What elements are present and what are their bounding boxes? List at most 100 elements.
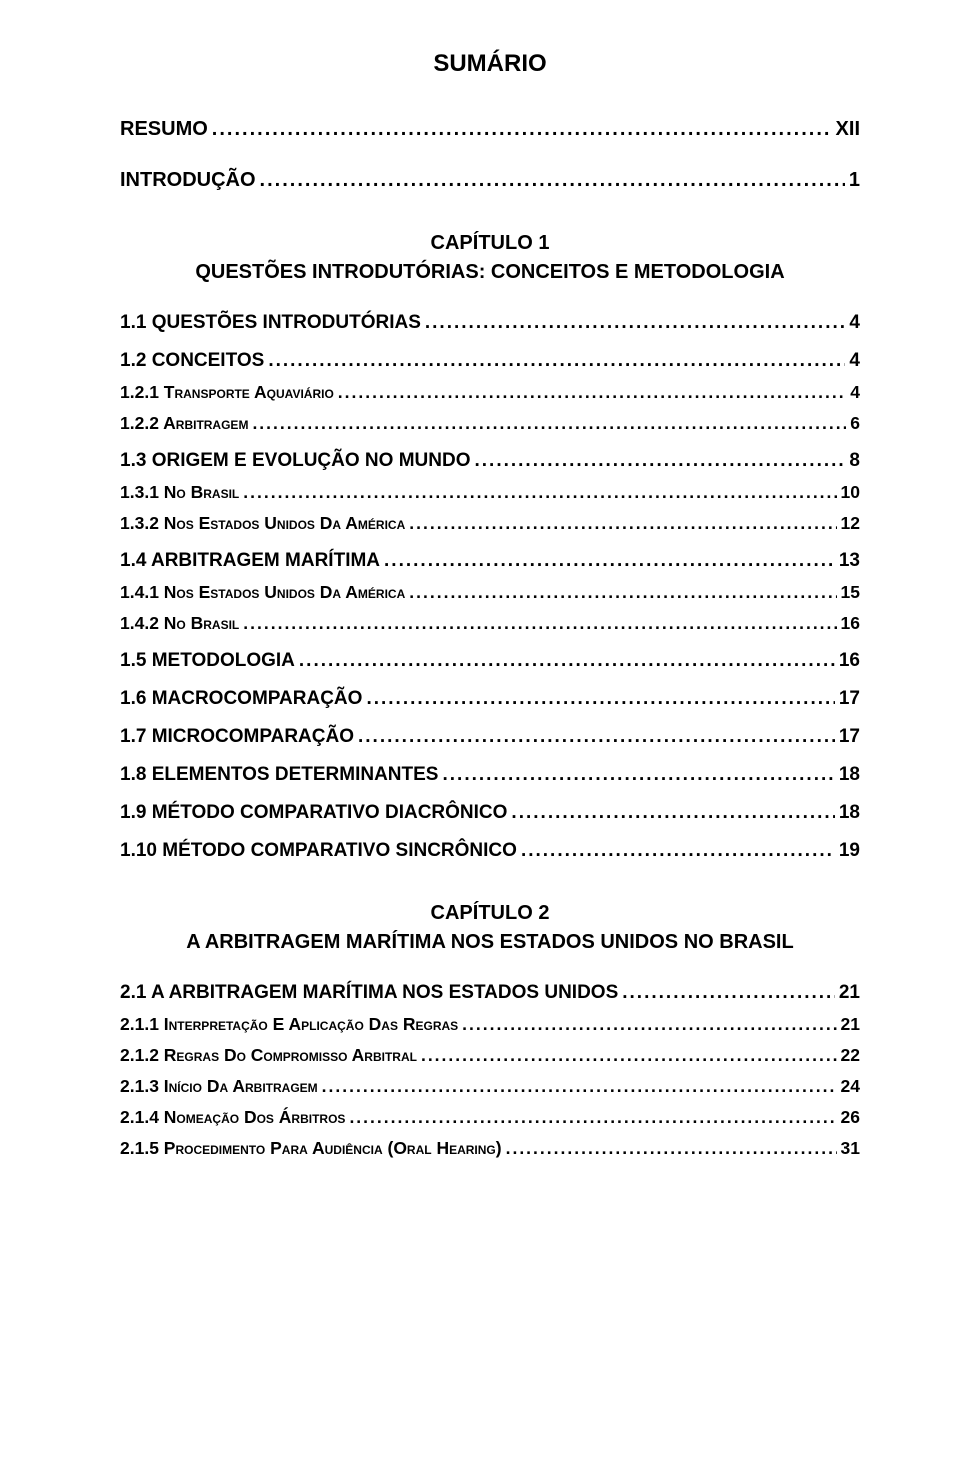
toc-page-number: 12 (841, 513, 860, 534)
toc-label: 2.1.5 Procedimento Para Audiência (Oral … (120, 1138, 502, 1159)
toc-label: 1.9 MÉTODO COMPARATIVO DIACRÔNICO (120, 802, 507, 824)
toc-page-number: 21 (839, 982, 860, 1004)
toc-entry: 2.1.4 Nomeação Dos Árbitros 26 (120, 1107, 860, 1128)
toc-leader (511, 802, 834, 824)
toc-leader (384, 550, 835, 572)
toc-label: 1.8 ELEMENTOS DETERMINANTES (120, 764, 438, 786)
toc-entry: 1.9 MÉTODO COMPARATIVO DIACRÔNICO 18 (120, 802, 860, 824)
toc-label: INTRODUÇÃO (120, 169, 256, 192)
toc-entry: 1.2.2 Arbitragem 6 (120, 413, 860, 434)
toc-entry: 1.4.1 Nos Estados Unidos Da América 15 (120, 582, 860, 603)
toc-entry: 1.7 MICROCOMPARAÇÃO17 (120, 726, 860, 748)
toc-page-number: 10 (841, 482, 860, 503)
toc-page-number: 19 (839, 840, 860, 862)
toc-leader (425, 312, 846, 334)
toc-entry: 1.3 ORIGEM E EVOLUÇÃO NO MUNDO 8 (120, 450, 860, 472)
toc-page-number: 4 (849, 312, 860, 334)
toc-label: 1.2.1 Transporte Aquaviário (120, 382, 334, 403)
toc-leader (521, 840, 835, 862)
toc-page-number: 6 (850, 413, 860, 434)
toc-label: 1.10 MÉTODO COMPARATIVO SINCRÔNICO (120, 840, 517, 862)
chapter-2-entries: 2.1 A ARBITRAGEM MARÍTIMA NOS ESTADOS UN… (120, 982, 860, 1159)
toc-leader (366, 688, 834, 710)
toc-entry: 1.3.1 No Brasil 10 (120, 482, 860, 503)
chapter-1-entries: 1.1 QUESTÕES INTRODUTÓRIAS41.2 CONCEITOS… (120, 312, 860, 862)
toc-page-number: 21 (841, 1014, 860, 1035)
toc-page-number: 18 (839, 802, 860, 824)
chapter-2-subtitle: A ARBITRAGEM MARÍTIMA NOS ESTADOS UNIDOS… (120, 931, 860, 954)
toc-entry: 1.1 QUESTÕES INTRODUTÓRIAS 4 (120, 312, 860, 334)
toc-page: SUMÁRIO RESUMO XII INTRODUÇÃO 1 CAPÍTULO… (0, 0, 960, 1469)
toc-leader (260, 169, 845, 192)
chapter-1-subtitle: QUESTÕES INTRODUTÓRIAS: CONCEITOS E METO… (120, 261, 860, 284)
toc-page-number: 24 (841, 1076, 860, 1097)
toc-page-number: 26 (841, 1107, 860, 1128)
toc-entry: 2.1.2 Regras Do Compromisso Arbitral 22 (120, 1045, 860, 1066)
toc-label: 1.3.2 Nos Estados Unidos Da América (120, 513, 405, 534)
toc-label: 1.1 QUESTÕES INTRODUTÓRIAS (120, 312, 421, 334)
toc-entry: 2.1.1 Interpretação E Aplicação Das Regr… (120, 1014, 860, 1035)
toc-leader (243, 613, 836, 634)
toc-entry: 1.5 METODOLOGIA 16 (120, 650, 860, 672)
toc-entry: 2.1.3 Início Da Arbitragem 24 (120, 1076, 860, 1097)
toc-leader (358, 726, 835, 748)
doc-title: SUMÁRIO (120, 50, 860, 78)
toc-page-number: 31 (841, 1138, 860, 1159)
toc-label: 1.3.1 No Brasil (120, 482, 239, 503)
toc-entry: 1.6 MACROCOMPARAÇÃO 17 (120, 688, 860, 710)
toc-label: 1.7 MICROCOMPARAÇÃO (120, 726, 354, 748)
toc-leader (409, 513, 836, 534)
toc-leader (442, 764, 834, 786)
toc-label: 1.4.2 No Brasil (120, 613, 239, 634)
toc-leader (252, 413, 846, 434)
toc-page-number: 4 (849, 350, 860, 372)
toc-leader (268, 350, 845, 372)
toc-page-number: 18 (839, 764, 860, 786)
toc-label: 1.2.2 Arbitragem (120, 413, 248, 434)
toc-leader (212, 118, 832, 141)
toc-page-number: XII (836, 118, 860, 141)
toc-leader (622, 982, 835, 1004)
toc-entry: 1.2 CONCEITOS 4 (120, 350, 860, 372)
toc-page-number: 1 (849, 169, 860, 192)
toc-page-number: 16 (839, 650, 860, 672)
toc-page-number: 15 (841, 582, 860, 603)
toc-entry-introducao: INTRODUÇÃO 1 (120, 169, 860, 192)
toc-entry: 1.10 MÉTODO COMPARATIVO SINCRÔNICO 19 (120, 840, 860, 862)
toc-entry: 2.1 A ARBITRAGEM MARÍTIMA NOS ESTADOS UN… (120, 982, 860, 1004)
toc-entry-resumo: RESUMO XII (120, 118, 860, 141)
toc-label: 1.6 MACROCOMPARAÇÃO (120, 688, 362, 710)
toc-label: 1.5 METODOLOGIA (120, 650, 295, 672)
toc-entry: 1.2.1 Transporte Aquaviário 4 (120, 382, 860, 403)
toc-entry: 1.8 ELEMENTOS DETERMINANTES 18 (120, 764, 860, 786)
toc-label: 2.1.3 Início Da Arbitragem (120, 1076, 318, 1097)
toc-page-number: 4 (850, 382, 860, 403)
toc-label: 1.4.1 Nos Estados Unidos Da América (120, 582, 405, 603)
toc-label: 2.1 A ARBITRAGEM MARÍTIMA NOS ESTADOS UN… (120, 982, 618, 1004)
toc-entry: 1.3.2 Nos Estados Unidos Da América 12 (120, 513, 860, 534)
toc-page-number: 16 (841, 613, 860, 634)
toc-label: RESUMO (120, 118, 208, 141)
toc-label: 1.3 ORIGEM E EVOLUÇÃO NO MUNDO (120, 450, 470, 472)
toc-leader (421, 1045, 837, 1066)
chapter-1-heading: CAPÍTULO 1 (120, 232, 860, 255)
toc-leader (338, 382, 846, 403)
toc-leader (409, 582, 836, 603)
toc-label: 2.1.4 Nomeação Dos Árbitros (120, 1107, 345, 1128)
toc-label: 2.1.2 Regras Do Compromisso Arbitral (120, 1045, 417, 1066)
toc-leader (462, 1014, 836, 1035)
chapter-2-heading: CAPÍTULO 2 (120, 902, 860, 925)
toc-entry: 1.4 ARBITRAGEM MARÍTIMA 13 (120, 550, 860, 572)
toc-label: 2.1.1 Interpretação E Aplicação Das Regr… (120, 1014, 458, 1035)
toc-leader (243, 482, 836, 503)
toc-page-number: 13 (839, 550, 860, 572)
toc-page-number: 8 (849, 450, 860, 472)
toc-entry: 2.1.5 Procedimento Para Audiência (Oral … (120, 1138, 860, 1159)
toc-page-number: 17 (839, 688, 860, 710)
toc-leader (322, 1076, 837, 1097)
toc-label: 1.2 CONCEITOS (120, 350, 264, 372)
toc-entry: 1.4.2 No Brasil 16 (120, 613, 860, 634)
toc-label: 1.4 ARBITRAGEM MARÍTIMA (120, 550, 380, 572)
toc-leader (299, 650, 835, 672)
toc-page-number: 22 (841, 1045, 860, 1066)
